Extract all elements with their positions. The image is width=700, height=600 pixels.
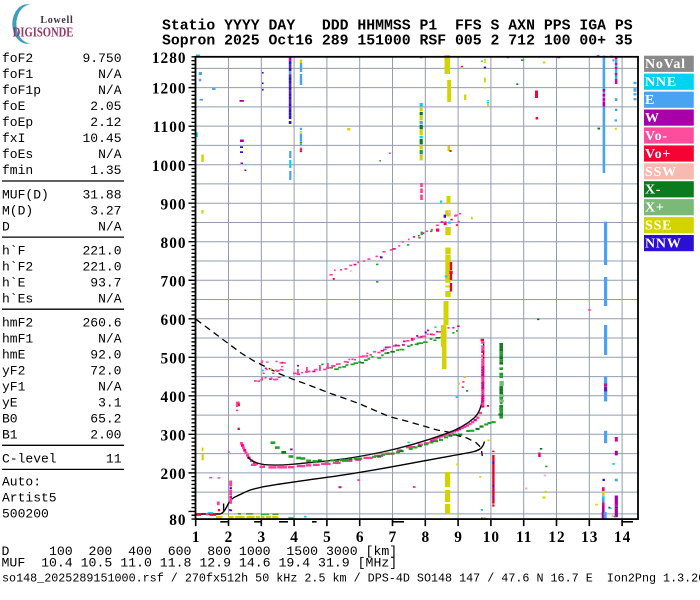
svg-text:foE: foE (2, 99, 26, 114)
svg-text:2.12: 2.12 (90, 115, 121, 130)
svg-text:7: 7 (389, 529, 398, 546)
svg-text:3.27: 3.27 (90, 203, 121, 218)
svg-text:yE: yE (2, 396, 18, 411)
svg-text:foF1p: foF1p (2, 83, 41, 98)
svg-text:fxI: fxI (2, 131, 25, 146)
svg-text:700: 700 (161, 273, 187, 290)
svg-text:6: 6 (356, 529, 365, 546)
svg-text:N/A: N/A (98, 219, 122, 234)
svg-text:foF2: foF2 (2, 51, 33, 66)
svg-text:1280: 1280 (152, 50, 187, 67)
svg-text:N/A: N/A (98, 67, 122, 82)
svg-text:1100: 1100 (153, 119, 187, 136)
svg-text:foEs: foEs (2, 147, 33, 162)
svg-text:MUF 10.4 10.5 11.0 11.8 12.9: MUF 10.4 10.5 11.0 11.8 12.9 14.6 19.4 3… (2, 555, 398, 570)
svg-text:h`F: h`F (2, 243, 25, 258)
svg-text:C-level: C-level (2, 452, 57, 467)
svg-text:1200: 1200 (152, 81, 187, 98)
svg-text:B1: B1 (2, 428, 18, 443)
svg-text:221.0: 221.0 (82, 259, 121, 274)
svg-text:600: 600 (161, 312, 187, 329)
svg-text:14: 14 (614, 529, 631, 546)
svg-text:NoVal: NoVal (645, 57, 686, 72)
svg-text:B0: B0 (2, 412, 18, 427)
svg-text:500200: 500200 (2, 506, 49, 521)
svg-text:31.88: 31.88 (82, 187, 121, 202)
svg-text:200: 200 (161, 466, 187, 483)
svg-text:1.35: 1.35 (90, 163, 121, 178)
svg-text:hmF1: hmF1 (2, 332, 33, 347)
svg-text:N/A: N/A (98, 380, 122, 395)
svg-text:400: 400 (161, 389, 187, 406)
svg-text:SSE: SSE (645, 219, 672, 234)
svg-text:M(D): M(D) (2, 203, 33, 218)
svg-text:92.0: 92.0 (90, 348, 121, 363)
svg-text:Vo+: Vo+ (645, 147, 671, 162)
svg-text:Sopron 2025 Oct16 289 151000 R: Sopron 2025 Oct16 289 151000 RSF 005 2 7… (162, 34, 633, 50)
svg-text:72.0: 72.0 (90, 364, 121, 379)
svg-text:500: 500 (161, 350, 187, 367)
svg-text:yF2: yF2 (2, 364, 25, 379)
svg-text:5: 5 (323, 529, 332, 546)
svg-text:X+: X+ (645, 201, 665, 216)
svg-text:900: 900 (161, 196, 187, 213)
svg-text:hmE: hmE (2, 348, 26, 363)
svg-text:E: E (645, 93, 655, 108)
svg-text:yF1: yF1 (2, 380, 26, 395)
svg-text:65.2: 65.2 (90, 412, 121, 427)
svg-text:8: 8 (421, 529, 430, 546)
svg-text:800: 800 (161, 235, 187, 252)
svg-text:W: W (645, 111, 660, 126)
svg-text:N/A: N/A (98, 147, 122, 162)
svg-text:DIGISONDE: DIGISONDE (13, 25, 74, 40)
svg-text:80: 80 (169, 512, 186, 529)
svg-text:X-: X- (645, 183, 661, 198)
svg-text:h`E: h`E (2, 275, 26, 290)
svg-text:foF1: foF1 (2, 67, 33, 82)
svg-text:SSW: SSW (645, 165, 677, 180)
svg-text:D 100 200 400 600 800: D 100 200 400 600 800 1000 1500 3000 [km… (2, 544, 398, 559)
svg-text:2: 2 (225, 529, 234, 546)
svg-text:N/A: N/A (98, 83, 122, 98)
svg-text:260.6: 260.6 (82, 316, 121, 331)
svg-text:Auto:: Auto: (2, 474, 41, 489)
svg-text:13: 13 (581, 529, 598, 546)
svg-text:N/A: N/A (98, 291, 122, 306)
svg-text:Statio YYYY DAY DDD HHMMSS P: Statio YYYY DAY DDD HHMMSS P1 FFS S AXN … (162, 19, 633, 35)
svg-text:11: 11 (106, 452, 122, 467)
svg-text:Artist5: Artist5 (2, 490, 57, 505)
svg-text:12: 12 (548, 529, 565, 546)
svg-text:300: 300 (161, 427, 187, 444)
svg-text:N/A: N/A (98, 332, 122, 347)
svg-text:9: 9 (454, 529, 463, 546)
svg-text:10.45: 10.45 (82, 131, 121, 146)
svg-text:MUF(D): MUF(D) (2, 187, 49, 202)
svg-text:Lowell: Lowell (40, 15, 73, 26)
svg-text:3.1: 3.1 (98, 396, 122, 411)
svg-text:221.0: 221.0 (82, 243, 121, 258)
svg-text:2.05: 2.05 (90, 99, 121, 114)
svg-text:Vo-: Vo- (645, 129, 668, 144)
svg-text:NNE: NNE (645, 75, 677, 90)
svg-text:NNW: NNW (645, 237, 682, 252)
svg-text:11: 11 (516, 529, 532, 546)
svg-text:fmin: fmin (2, 163, 33, 178)
svg-text:1000: 1000 (152, 158, 187, 175)
svg-text:10: 10 (483, 529, 500, 546)
svg-text:D: D (2, 219, 10, 234)
svg-text:4: 4 (290, 529, 299, 546)
svg-text:so148_2025289151000.rsf / 270f: so148_2025289151000.rsf / 270fx512h 50 k… (2, 572, 700, 586)
svg-text:hmF2: hmF2 (2, 316, 33, 331)
svg-text:foEp: foEp (2, 115, 33, 130)
svg-text:h`Es: h`Es (2, 291, 33, 306)
svg-text:h`F2: h`F2 (2, 259, 33, 274)
svg-text:1: 1 (192, 529, 201, 546)
svg-text:3: 3 (257, 529, 266, 546)
svg-text:9.750: 9.750 (82, 51, 121, 66)
svg-text:2.00: 2.00 (90, 428, 121, 443)
svg-text:93.7: 93.7 (90, 275, 121, 290)
